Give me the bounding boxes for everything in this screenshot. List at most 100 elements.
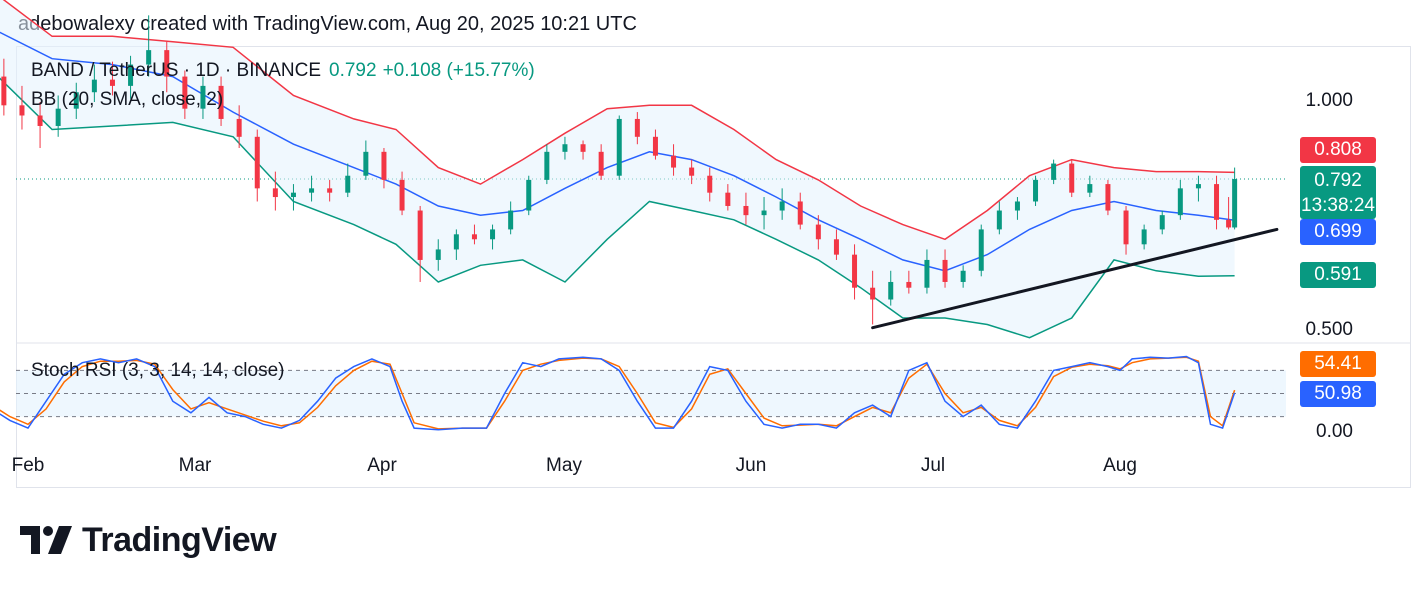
bb-lower-badge: 0.591 (1300, 262, 1376, 288)
candle (290, 184, 296, 211)
candle-body (1105, 184, 1111, 211)
candle-body (218, 85, 224, 119)
candle (978, 224, 984, 277)
candle (435, 239, 441, 271)
candle (1177, 179, 1183, 220)
candle (562, 136, 568, 160)
candle (815, 215, 821, 250)
candle-body (1051, 163, 1057, 180)
candle-body (1014, 201, 1020, 211)
candle (1232, 167, 1238, 230)
candle (725, 184, 731, 211)
price-tick-label: 0.500 (1305, 319, 1353, 340)
candle (417, 205, 423, 282)
candle (1033, 175, 1039, 206)
candle (870, 270, 876, 325)
candle-body (1177, 188, 1183, 216)
bb-legend[interactable]: BB (20, SMA, close, 2) (31, 89, 224, 110)
candle-body (833, 239, 839, 255)
candle (1, 58, 7, 116)
candle-body (1159, 215, 1165, 230)
candle (833, 229, 839, 260)
candle (888, 270, 894, 306)
candle-body (1069, 163, 1075, 193)
candle (37, 102, 43, 149)
candle (634, 112, 640, 145)
candle-body (652, 136, 658, 156)
stoch-rsi-legend[interactable]: Stoch RSI (3, 3, 14, 14, close) (31, 360, 285, 381)
candle (164, 41, 170, 93)
attribution-text: adebowalexy created with TradingView.com… (18, 13, 637, 35)
candle (91, 64, 97, 102)
candle (1051, 159, 1057, 185)
candle-body (146, 50, 152, 65)
price-tick-label: 1.000 (1305, 90, 1353, 111)
candle (218, 76, 224, 126)
candle (689, 159, 695, 185)
candle-body (761, 210, 767, 216)
candle-body (128, 64, 134, 86)
bb-upper-badge: 0.808 (1300, 137, 1376, 163)
candle-body (671, 155, 677, 168)
candle-body (363, 151, 369, 176)
candle-body (1087, 184, 1093, 193)
candle-body (290, 192, 296, 198)
candle-body (725, 192, 731, 206)
candle-body (942, 259, 948, 282)
candle (996, 201, 1002, 235)
time-tick-label: Apr (367, 455, 397, 476)
candle (1214, 175, 1220, 230)
bb-basis-badge: 0.699 (1300, 219, 1376, 245)
last-price-value: 0.792 (1314, 170, 1362, 191)
stoch-d-badge: 54.41 (1300, 351, 1376, 377)
candle-body (544, 151, 550, 180)
candle-body (164, 50, 170, 77)
candle (345, 163, 351, 198)
symbol-legend[interactable]: BAND / TetherUS · 1D · BINANCE 0.792 +0.10… (31, 60, 535, 82)
candle-body (562, 144, 568, 152)
candle (580, 140, 586, 160)
candle (1226, 197, 1232, 230)
last-price-badge: 0.792 13:38:24 (1300, 166, 1376, 219)
candle-body (960, 270, 966, 282)
candle (399, 171, 405, 216)
candle (743, 192, 749, 225)
candle (671, 144, 677, 176)
time-tick-label: Feb (11, 455, 45, 476)
candle-body (1226, 219, 1232, 228)
candle (254, 129, 260, 202)
candle-body (182, 76, 188, 109)
symbol-name[interactable]: BAND / TetherUS · 1D · BINANCE (31, 60, 322, 81)
candle-body (272, 188, 278, 198)
candle (128, 55, 134, 99)
candle-body (870, 287, 876, 300)
candle (1141, 224, 1147, 250)
candle-body (73, 92, 79, 109)
time-tick-label: May (546, 455, 582, 476)
candle-body (200, 85, 206, 109)
candle-body (417, 210, 423, 260)
candle (616, 115, 622, 180)
legend-price: 0.792 (329, 60, 377, 81)
candle-body (55, 108, 61, 126)
time-tick-label: Mar (178, 455, 212, 476)
candle-body (906, 281, 912, 288)
candle (852, 244, 858, 300)
candle (942, 249, 948, 288)
candle (906, 270, 912, 294)
candle (272, 171, 278, 211)
candle (924, 249, 930, 294)
tradingview-logo[interactable]: TradingView (20, 518, 277, 562)
candle (1159, 210, 1165, 235)
candle (960, 265, 966, 288)
candle (761, 197, 767, 230)
time-tick-label: Aug (1103, 455, 1137, 476)
candle-body (91, 79, 97, 93)
candle-body (526, 179, 532, 211)
candle-body (743, 205, 749, 216)
candle (182, 70, 188, 119)
candle (1195, 175, 1201, 202)
trendline (871, 227, 1279, 330)
candle-body (109, 79, 115, 86)
